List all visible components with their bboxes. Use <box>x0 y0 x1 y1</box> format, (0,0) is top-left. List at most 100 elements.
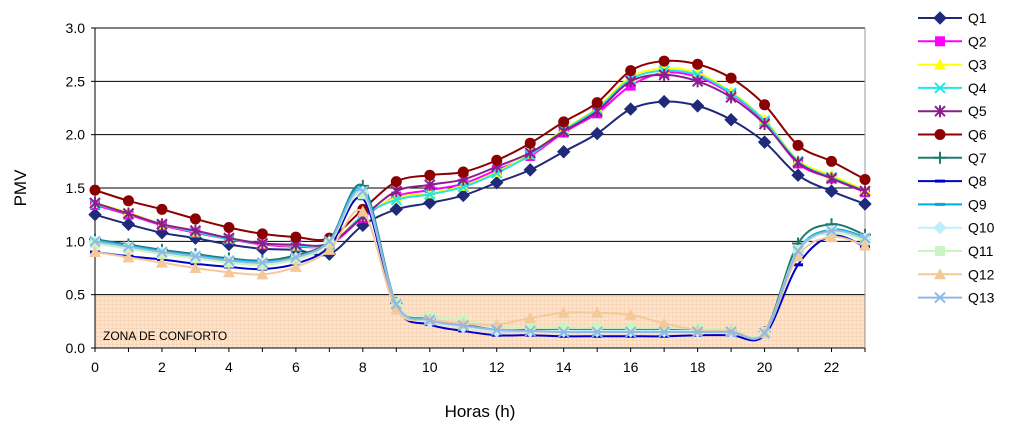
legend-entry-q4: Q4 <box>918 80 987 96</box>
legend-label: Q4 <box>968 80 987 96</box>
legend-label: Q2 <box>968 33 987 49</box>
data-point <box>457 166 469 178</box>
series-line <box>94 100 866 257</box>
data-point <box>858 197 872 211</box>
data-point <box>691 326 704 338</box>
data-point <box>525 322 536 333</box>
data-point <box>390 194 403 206</box>
data-point <box>356 205 369 217</box>
x-tick-label: 10 <box>422 359 438 375</box>
data-point <box>356 218 370 233</box>
legend-label: Q11 <box>968 243 994 259</box>
data-point <box>156 246 168 258</box>
data-point <box>591 326 603 338</box>
data-point <box>390 298 403 310</box>
legend-swatch-marker <box>934 129 946 140</box>
data-point <box>290 251 302 264</box>
comfort-zone-band <box>95 294 865 348</box>
legend-label: Q1 <box>968 10 987 26</box>
data-point <box>256 237 269 250</box>
data-point <box>88 207 102 222</box>
series-line <box>94 71 866 249</box>
data-point <box>424 178 436 191</box>
legend-swatch-marker <box>934 268 946 280</box>
data-point <box>792 156 804 169</box>
x-tick-label: 14 <box>556 359 572 375</box>
data-point <box>556 145 571 159</box>
legend-swatch-marker <box>935 202 945 206</box>
legend-label: Q12 <box>968 266 995 282</box>
series-line <box>94 69 866 249</box>
x-tick-label: 20 <box>757 359 773 375</box>
data-point <box>793 263 804 267</box>
legend-swatch-marker <box>934 82 946 94</box>
data-point <box>190 253 201 264</box>
legend-label: Q13 <box>968 290 995 306</box>
data-point <box>122 240 135 253</box>
legend-entry-q11: Q11 <box>918 243 994 259</box>
y-tick-label: 3.0 <box>66 20 86 36</box>
data-point <box>121 217 136 231</box>
data-point <box>658 68 670 81</box>
legend-entry-q3: Q3 <box>918 57 987 73</box>
data-point <box>223 221 235 233</box>
data-point <box>390 176 402 188</box>
legend-label: Q6 <box>968 127 987 143</box>
legend-entry-q2: Q2 <box>918 33 987 49</box>
data-point <box>423 196 437 210</box>
data-point <box>156 218 168 231</box>
series-q6 <box>89 55 871 244</box>
y-tick-label: 2.0 <box>66 127 86 143</box>
data-point <box>189 250 202 262</box>
data-point <box>357 189 368 200</box>
data-point <box>859 239 871 251</box>
data-point <box>792 245 804 257</box>
y-tick-label: 0.0 <box>66 340 86 356</box>
data-point <box>792 139 804 151</box>
data-point <box>424 188 436 201</box>
data-point <box>223 232 235 245</box>
data-point <box>223 257 234 268</box>
legend-swatch-marker <box>933 11 947 25</box>
series-q5 <box>89 68 871 251</box>
data-point <box>222 266 235 278</box>
legend-swatch-marker <box>934 58 946 70</box>
legend-entry-q12: Q12 <box>918 266 995 282</box>
data-point <box>89 235 101 248</box>
data-point <box>625 65 637 77</box>
x-tick-label: 12 <box>489 359 505 375</box>
data-point <box>824 184 839 198</box>
legend-entry-q6: Q6 <box>918 127 987 143</box>
data-point <box>692 58 704 70</box>
data-point <box>558 322 569 333</box>
data-point <box>289 260 302 272</box>
data-point <box>826 155 838 167</box>
plot-area: ZONA DE CONFORTO 0.0 0.5 1.0 1.5 2.0 2.5 3.0 0 2 4… <box>66 20 872 375</box>
data-point <box>290 231 302 243</box>
data-point <box>557 125 570 138</box>
data-point <box>691 75 704 88</box>
data-point <box>623 102 638 116</box>
legend-label: Q5 <box>968 103 987 119</box>
data-point <box>558 116 570 128</box>
x-axis-label: Horas (h) <box>445 402 516 421</box>
legend-label: Q7 <box>968 150 987 166</box>
data-point <box>457 319 469 332</box>
legend-entry-q10: Q10 <box>918 220 995 236</box>
data-point <box>591 306 604 318</box>
data-point <box>524 137 536 149</box>
data-point <box>189 262 202 273</box>
data-point <box>456 188 470 203</box>
data-point <box>155 256 168 268</box>
data-point <box>256 256 269 269</box>
data-point <box>90 238 100 249</box>
legend-entry-q7: Q7 <box>918 150 987 166</box>
series-line <box>94 67 866 248</box>
legend-entry-q5: Q5 <box>918 103 987 119</box>
data-point <box>323 243 336 255</box>
x-tick-label: 18 <box>690 359 706 375</box>
data-point <box>658 326 670 338</box>
data-point <box>859 232 871 244</box>
data-point <box>257 259 268 270</box>
legend-label: Q9 <box>968 196 987 212</box>
